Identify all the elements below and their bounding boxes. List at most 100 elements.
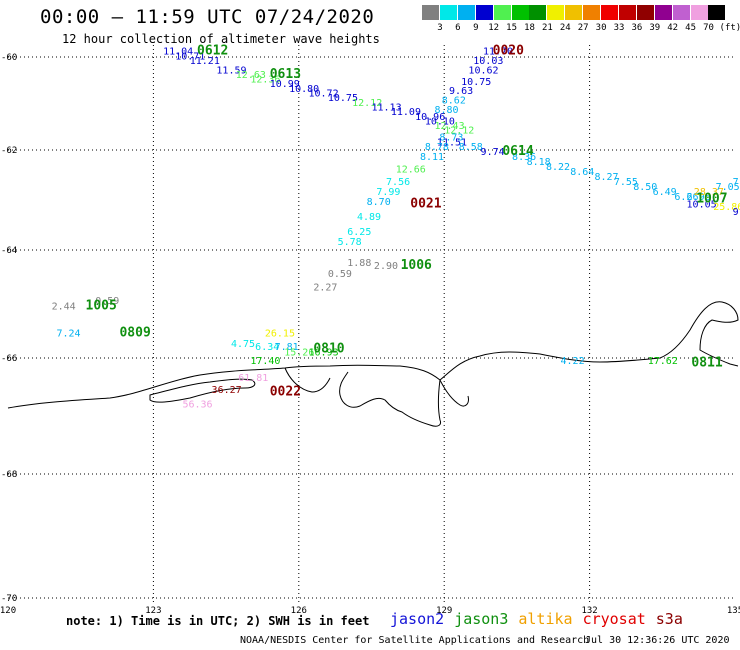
map-title: 00:00 – 11:59 UTC 07/24/2020 — [40, 6, 375, 28]
swh-value: 8.58 — [459, 142, 483, 153]
swh-value: 10.71 — [175, 51, 205, 62]
swh-points: 11.0410.7111.2111.5912.6312.3610.9910.80… — [52, 47, 740, 411]
pass-time-label: 0810 — [313, 342, 344, 357]
legend-label: 24 — [559, 23, 571, 33]
coastline — [7, 301, 739, 427]
swh-value: 8.78 — [425, 142, 449, 153]
swh-value: 16.93 — [308, 347, 338, 358]
pass-time-label: 0811 — [691, 356, 722, 371]
pass-time-label: 0021 — [410, 197, 441, 212]
swh-value: 11.04 — [163, 47, 193, 58]
swh-value: 11.70 — [483, 47, 513, 58]
swh-value: 12.43 — [435, 121, 465, 132]
swh-value: 6.25 — [347, 227, 371, 238]
swh-value: 10.96 — [415, 112, 445, 123]
swh-value: 8.80 — [435, 105, 459, 116]
swh-value: 4.22 — [561, 356, 585, 367]
satellite-legend: jason2 jason3 altika cryosat s3a — [390, 610, 693, 628]
swh-value: 10.62 — [468, 65, 498, 76]
swh-value: 11.51 — [437, 137, 467, 148]
swh-value: 7.55 — [614, 177, 638, 188]
pass-time-label: 1007 — [696, 192, 727, 207]
pass-time-label: 0614 — [502, 144, 533, 159]
swh-value: 15.26 — [284, 347, 314, 358]
x-tick-label: 126 — [291, 606, 307, 616]
swh-value: 7.99 — [376, 187, 400, 198]
y-tick-label: -60 — [1, 53, 17, 63]
legend-label: 9 — [473, 23, 479, 33]
y-tick-label: -64 — [1, 246, 17, 256]
legend-label: 6 — [455, 23, 461, 33]
swh-value: 10.72 — [308, 89, 338, 100]
legend-label: 45 — [685, 23, 697, 33]
swh-value: 2.90 — [374, 261, 398, 272]
y-tick-label: -66 — [1, 354, 17, 364]
swh-value: 56.36 — [182, 399, 212, 410]
swh-value: 0.59 — [328, 269, 352, 280]
legend-swatch — [618, 5, 636, 20]
swh-value: 2.27 — [313, 283, 337, 294]
legend-swatch — [457, 5, 475, 20]
swh-value: 7.56 — [386, 177, 410, 188]
satellite-name: s3a — [655, 610, 683, 628]
swh-value: 9.74 — [481, 147, 505, 158]
legend-swatch — [439, 5, 457, 20]
swh-value: 8.36 — [512, 152, 536, 163]
swh-value: 10.10 — [425, 116, 455, 127]
pass-time-label: 0020 — [493, 44, 524, 59]
swh-value: 26.15 — [265, 328, 295, 339]
x-tick-label: 132 — [581, 606, 597, 616]
swh-value: 17.62 — [648, 356, 678, 367]
legend-swatch — [547, 5, 565, 20]
swh-value: 10.75 — [328, 93, 358, 104]
swh-value: 25.86 — [713, 202, 740, 213]
legend-label: 3 — [437, 23, 443, 33]
map-subtitle: 12 hour collection of altimeter wave hei… — [62, 32, 380, 46]
swh-value: 11.09 — [391, 107, 421, 118]
pass-time-labels: 0612 0613 0020 0614 0021 1006 1005 1007 0809 0810… — [86, 44, 728, 400]
y-tick-label: -62 — [1, 146, 17, 156]
swh-value: 8.22 — [546, 162, 570, 173]
legend-label: 33 — [613, 23, 625, 33]
pass-time-label: 0022 — [270, 385, 301, 400]
x-tick-label: 135 — [727, 606, 740, 616]
swh-value: 11.13 — [372, 102, 402, 113]
swh-value: 4.89 — [357, 212, 381, 223]
swh-value: 6.49 — [653, 187, 677, 198]
swh-value: 28.37 — [694, 187, 724, 198]
credit-text: NOAA/NESDIS Center for Satellite Applica… — [240, 635, 590, 646]
swh-value: 8.62 — [442, 96, 466, 107]
swh-value: 8.70 — [367, 197, 391, 208]
satellite-name: cryosat — [582, 610, 646, 628]
axis-ticks: 120 123 126 129 132 135 -60 -62 -64 -66 -68 -70 — [0, 53, 740, 616]
swh-value: 7.95 — [733, 177, 740, 188]
swh-value: 7.05 — [716, 182, 740, 193]
swh-value: 10.03 — [473, 56, 503, 67]
pass-time-label: 0612 — [197, 44, 228, 59]
legend-swatch — [511, 5, 529, 20]
swh-value: 2.44 — [52, 301, 76, 312]
legend-label: 30 — [595, 23, 607, 33]
y-tick-label: -68 — [1, 470, 17, 480]
swh-value: 12.36 — [250, 75, 280, 86]
legend-swatch — [583, 5, 601, 20]
swh-value: 11.21 — [190, 56, 220, 67]
pass-time-label: 0613 — [270, 67, 301, 82]
legend-label: 21 — [541, 23, 553, 33]
swh-value: 4.75 — [231, 339, 255, 350]
swh-value: 12.12 — [352, 98, 382, 109]
swh-value: 8.50 — [633, 182, 657, 193]
swh-value: 8.27 — [594, 172, 618, 183]
swh-value: 36.27 — [212, 385, 242, 396]
note-text: note: 1) Time is in UTC; 2) SWH is in fe… — [66, 614, 370, 628]
swh-value: 12.12 — [444, 126, 474, 137]
swh-value: 10.80 — [289, 84, 319, 95]
legend-label: 27 — [577, 23, 589, 33]
x-tick-label: 129 — [436, 606, 452, 616]
satellite-name: jason3 — [454, 610, 509, 628]
swh-value: 17.40 — [250, 356, 280, 367]
x-tick-label: 123 — [145, 606, 161, 616]
x-tick-label: 120 — [0, 606, 16, 616]
grid-lines — [8, 45, 735, 605]
